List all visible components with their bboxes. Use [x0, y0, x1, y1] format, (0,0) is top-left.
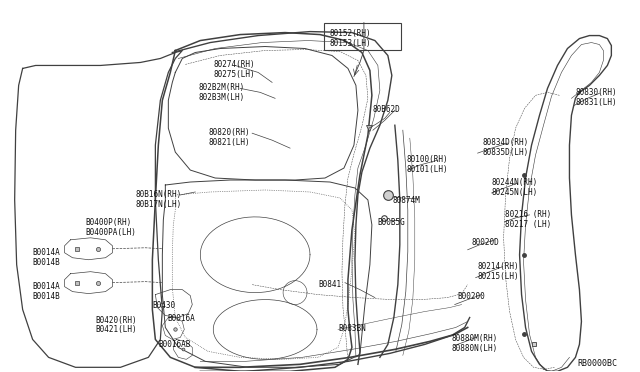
Text: 80B62D: 80B62D: [373, 105, 401, 114]
Text: 80274(RH): 80274(RH): [213, 61, 255, 70]
Text: B0841: B0841: [318, 280, 341, 289]
Text: 80820(RH): 80820(RH): [208, 128, 250, 137]
Text: B0400PA(LH): B0400PA(LH): [86, 228, 136, 237]
Text: B00B5G: B00B5G: [378, 218, 406, 227]
Text: 80020D: 80020D: [472, 238, 499, 247]
Text: 802B3M(LH): 802B3M(LH): [198, 93, 244, 102]
Text: 80874M: 80874M: [393, 196, 420, 205]
Text: 80275(LH): 80275(LH): [213, 70, 255, 80]
Text: B0420(RH): B0420(RH): [95, 315, 137, 324]
Text: B0014A: B0014A: [33, 282, 60, 291]
Text: B0016AB: B0016AB: [158, 340, 191, 349]
Text: 80B17N(LH): 80B17N(LH): [136, 200, 182, 209]
Text: 80831(LH): 80831(LH): [575, 98, 617, 108]
Text: 80217 (LH): 80217 (LH): [504, 220, 551, 229]
Text: 80152(RH): 80152(RH): [330, 29, 372, 38]
Text: 80214(RH): 80214(RH): [477, 262, 519, 271]
Text: 80153(LH): 80153(LH): [330, 39, 372, 48]
Text: 80880M(RH): 80880M(RH): [452, 334, 498, 343]
Text: 80216 (RH): 80216 (RH): [504, 210, 551, 219]
Text: B0014B: B0014B: [33, 258, 60, 267]
Text: 80834D(RH): 80834D(RH): [483, 138, 529, 147]
Text: 80244N(RH): 80244N(RH): [492, 178, 538, 187]
Text: 80B16N(RH): 80B16N(RH): [136, 190, 182, 199]
Text: RB0000BC: RB0000BC: [577, 359, 618, 368]
Text: 80245N(LH): 80245N(LH): [492, 188, 538, 197]
Text: B0016A: B0016A: [167, 314, 195, 323]
Text: B083BN: B083BN: [338, 324, 365, 333]
Text: 80101(LH): 80101(LH): [407, 165, 449, 174]
Text: 80821(LH): 80821(LH): [208, 138, 250, 147]
Text: B0014A: B0014A: [33, 248, 60, 257]
Text: B0400P(RH): B0400P(RH): [86, 218, 132, 227]
Text: 80835D(LH): 80835D(LH): [483, 148, 529, 157]
Text: 80215(LH): 80215(LH): [477, 272, 519, 281]
Text: 80880N(LH): 80880N(LH): [452, 344, 498, 353]
Text: B0430: B0430: [152, 301, 175, 310]
Bar: [324, 23, 401, 49]
Text: 80830(RH): 80830(RH): [575, 89, 617, 97]
Text: B0421(LH): B0421(LH): [95, 326, 137, 334]
Text: 80100(RH): 80100(RH): [407, 155, 449, 164]
Text: B00200: B00200: [458, 292, 486, 301]
Text: 802B2M(RH): 802B2M(RH): [198, 83, 244, 92]
Text: B0014B: B0014B: [33, 292, 60, 301]
